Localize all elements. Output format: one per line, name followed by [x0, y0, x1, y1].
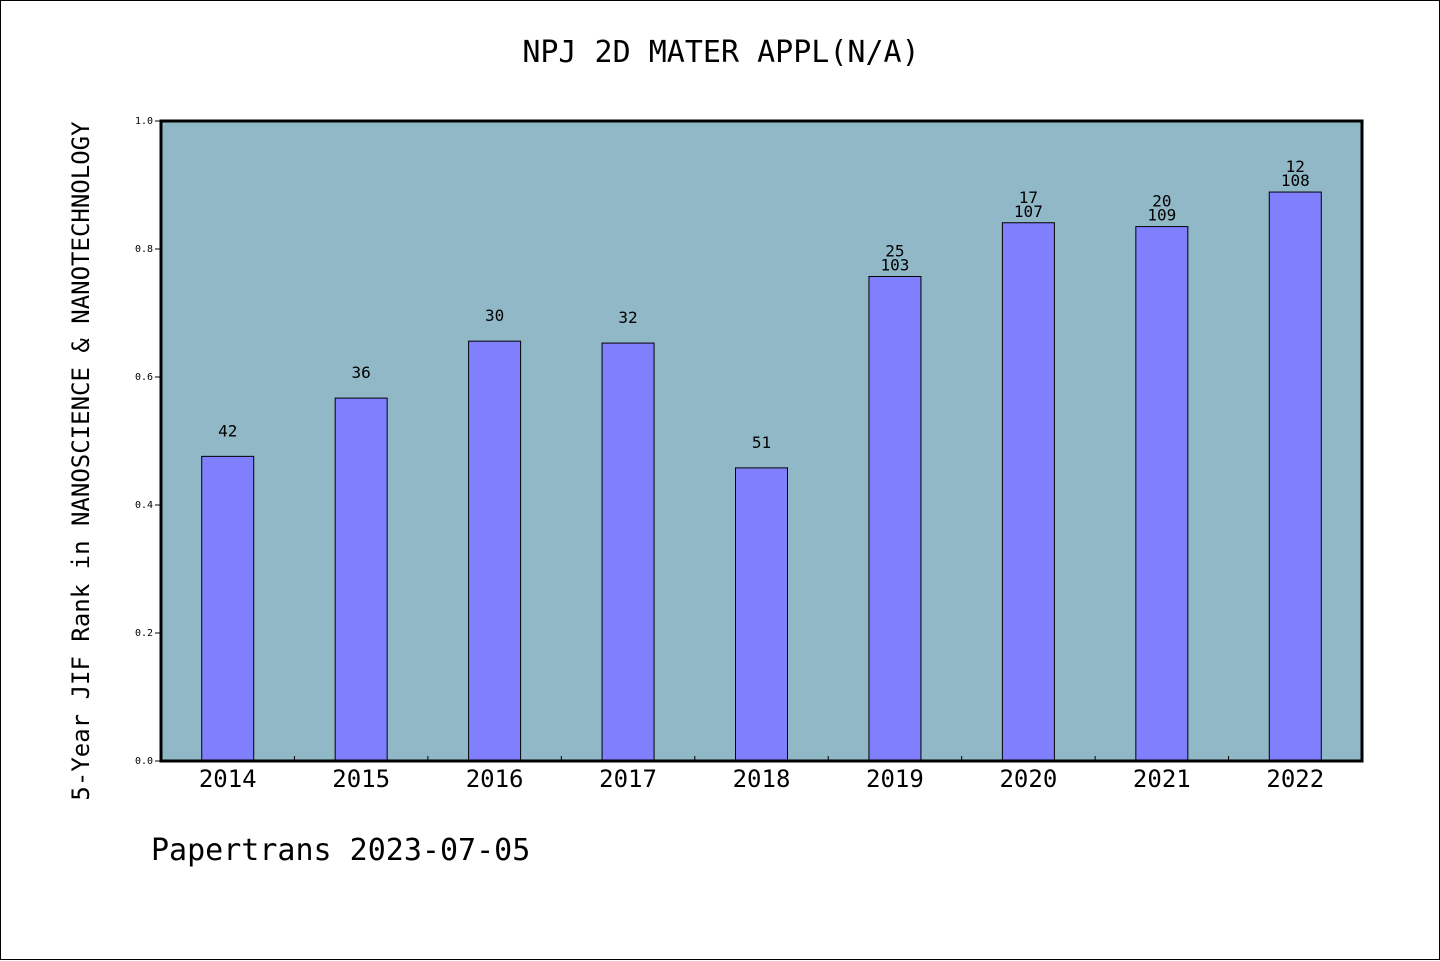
x-tick-label: 2016 [466, 765, 524, 793]
y-tick-label: 0.4 [135, 500, 153, 511]
bar [201, 455, 255, 762]
bar-label: 42 [218, 421, 237, 440]
bar-label-top: 20 [1152, 192, 1171, 211]
x-tick-label: 2019 [866, 765, 924, 793]
y-tick-label: 1.0 [135, 116, 153, 127]
bar-label: 51 [752, 433, 771, 452]
x-tick-label: 2015 [332, 765, 390, 793]
bar [468, 340, 522, 762]
bar [1001, 222, 1055, 762]
chart-title: NPJ 2D MATER APPL(N/A) [522, 35, 920, 70]
x-tick-label: 2018 [733, 765, 791, 793]
bar [1268, 191, 1322, 762]
bar-label: 109 [1147, 206, 1176, 225]
y-tick-label: 0.2 [135, 628, 153, 639]
x-tick-label: 2021 [1133, 765, 1191, 793]
x-tick-label: 2014 [199, 765, 257, 793]
x-tick-label: 2020 [999, 765, 1057, 793]
x-tick-label: 2017 [599, 765, 657, 793]
bar-label-top: 25 [885, 242, 904, 261]
bar-label-top: 12 [1286, 157, 1305, 176]
bar-label: 108 [1281, 171, 1310, 190]
bar [601, 342, 655, 762]
plot-border [159, 119, 1364, 763]
bar-label: 103 [880, 256, 909, 275]
bar [1135, 226, 1189, 762]
y-tick-label: 0.6 [135, 372, 153, 383]
y-tick-label: 0.0 [135, 756, 153, 767]
bar-label: 36 [352, 363, 371, 382]
bar-label: 32 [618, 308, 637, 327]
x-tick-label: 2022 [1266, 765, 1324, 793]
bar-label: 30 [485, 306, 504, 325]
bar-label: 107 [1014, 202, 1043, 221]
bar-label-top: 17 [1019, 188, 1038, 207]
bar [735, 467, 788, 762]
y-tick-label: 0.8 [135, 244, 153, 255]
bar [868, 276, 922, 762]
footer-text: Papertrans 2023-07-05 [151, 833, 531, 868]
bar [334, 397, 388, 762]
